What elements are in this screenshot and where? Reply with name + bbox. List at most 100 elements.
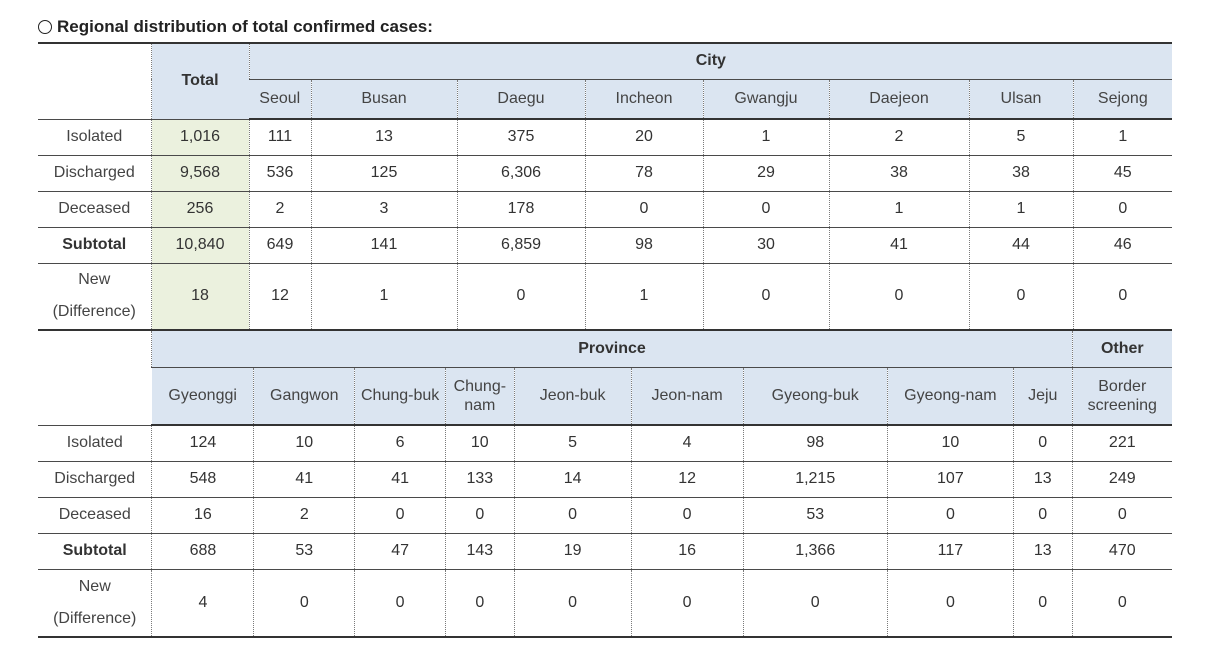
table-cell: 0 [584, 191, 703, 228]
column-header-chungnam: Chung-nam [445, 367, 515, 426]
caption-text: Regional distribution of total confirmed… [57, 17, 433, 36]
table-cell: 0 [253, 569, 355, 638]
table-cell: 0 [702, 263, 829, 331]
row-label: Isolated [38, 119, 151, 156]
table-cell: 98 [742, 425, 888, 462]
table-cell: 548 [151, 461, 254, 498]
table-cell: 13 [1012, 461, 1073, 498]
table-cell: 470 [1071, 533, 1172, 570]
table-cell: 53 [253, 533, 355, 570]
column-header-busan: Busan [310, 79, 457, 120]
table-row: Discharged 548 41 41 133 14 12 1,215 107… [38, 461, 1172, 498]
table-cell: 0 [828, 263, 969, 331]
table-cell: 0 [1071, 497, 1172, 534]
table-cell: 0 [354, 569, 446, 638]
table-row: Deceased 16 2 0 0 0 0 53 0 0 0 [38, 497, 1172, 534]
table-cell: 688 [151, 533, 254, 570]
table-cell: 1 [828, 191, 969, 228]
table-cell: 4 [630, 425, 744, 462]
section-caption: Regional distribution of total confirmed… [38, 14, 433, 40]
table-cell: 44 [968, 227, 1073, 264]
table-cell: 10 [886, 425, 1014, 462]
table-cell: 1,215 [742, 461, 888, 498]
row-label: Deceased [38, 191, 151, 228]
table-row: Isolated 1,016 111 13 375 20 1 2 5 1 [38, 119, 1173, 156]
table-cell: 10 [445, 425, 515, 462]
table-cell: 5 [968, 119, 1073, 156]
column-header-gyeonggi: Gyeonggi [151, 367, 254, 426]
column-header-daejeon: Daejeon [828, 79, 969, 120]
table-cell: 16 [630, 533, 744, 570]
table-cell: 0 [354, 497, 446, 534]
table-cell: 141 [310, 227, 457, 264]
table-cell: 536 [248, 155, 311, 192]
table-cell: 41 [828, 227, 969, 264]
table-cell: 13 [1012, 533, 1073, 570]
row-label: Discharged [38, 461, 152, 498]
table-cell: 46 [1072, 227, 1173, 264]
table-cell: 3 [310, 191, 457, 228]
column-header-jeonnam: Jeon-nam [630, 367, 744, 426]
table-row: New (Difference) 18 12 1 0 1 0 0 0 0 [38, 263, 1173, 331]
table-cell: 125 [310, 155, 457, 192]
table-cell: 5 [513, 425, 632, 462]
table-cell: 0 [1072, 191, 1173, 228]
table-cell: 2 [248, 191, 311, 228]
row-label: Deceased [38, 497, 152, 534]
row-label: Discharged [38, 155, 151, 192]
table-cell: 1 [702, 119, 829, 156]
table-cell: 30 [702, 227, 829, 264]
table-cell: 0 [1072, 263, 1173, 331]
column-header-incheon: Incheon [584, 79, 703, 120]
province-table: Province Other Gyeonggi Gangwon Chung-bu… [38, 331, 1172, 638]
row-label: Subtotal [38, 533, 152, 570]
column-header-gangwon: Gangwon [253, 367, 355, 426]
table-cell: 10 [253, 425, 355, 462]
table-cell: 143 [445, 533, 515, 570]
table-cell: 375 [456, 119, 585, 156]
table-cell: 1 [310, 263, 457, 331]
table-cell: 41 [253, 461, 355, 498]
table-cell: 117 [886, 533, 1014, 570]
table-cell: 0 [1012, 497, 1073, 534]
table-cell: 6,859 [456, 227, 585, 264]
column-header-sejong: Sejong [1072, 79, 1173, 120]
table-cell: 16 [151, 497, 254, 534]
table-cell: 0 [968, 263, 1073, 331]
table-cell: 45 [1072, 155, 1173, 192]
table-cell: 6 [354, 425, 446, 462]
table-row: Isolated 124 10 6 10 5 4 98 10 0 221 [38, 425, 1172, 462]
table-cell: 249 [1071, 461, 1172, 498]
table-cell: 53 [742, 497, 888, 534]
row-label: New (Difference) [38, 263, 151, 331]
table-cell: 0 [456, 263, 585, 331]
table-cell: 0 [886, 569, 1014, 638]
column-header-gwangju: Gwangju [702, 79, 829, 120]
table-cell: 0 [1012, 425, 1073, 462]
other-group-header: Other [1071, 331, 1172, 368]
table-cell: 178 [456, 191, 585, 228]
table-cell: 4 [151, 569, 254, 638]
table-cell: 124 [151, 425, 254, 462]
table-row: Subtotal 688 53 47 143 19 16 1,366 117 1… [38, 533, 1172, 570]
table-cell: 0 [1071, 569, 1172, 638]
row-label: New (Difference) [38, 569, 152, 638]
table-cell: 0 [742, 569, 888, 638]
table-cell: 12 [630, 461, 744, 498]
table-cell: 20 [584, 119, 703, 156]
table-cell: 1 [968, 191, 1073, 228]
table-cell: 38 [828, 155, 969, 192]
total-cell: 18 [150, 263, 249, 331]
column-header-border-screening: Border screening [1071, 367, 1172, 426]
corner-blank [38, 43, 151, 120]
row-label: Isolated [38, 425, 152, 462]
table-cell: 41 [354, 461, 446, 498]
table-cell: 0 [630, 569, 744, 638]
circle-bullet-icon [38, 20, 52, 34]
table-cell: 1 [584, 263, 703, 331]
table-cell: 221 [1071, 425, 1172, 462]
table-cell: 29 [702, 155, 829, 192]
table-cell: 38 [968, 155, 1073, 192]
column-header-gyeongnam: Gyeong-nam [886, 367, 1014, 426]
table-row: Deceased 256 2 3 178 0 0 1 1 0 [38, 191, 1173, 228]
